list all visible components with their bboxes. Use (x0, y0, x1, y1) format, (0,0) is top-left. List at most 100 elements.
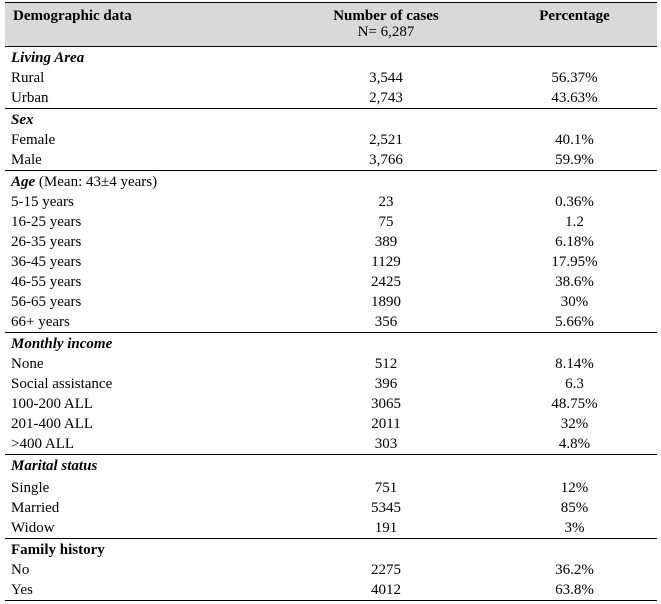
table-body: Living Area Rural 3,544 56.37% Urban 2,743 43.… (5, 46, 657, 601)
row-label: 26-35 years (11, 234, 82, 250)
row-percentage: 0.36% (555, 194, 594, 210)
table-row: 16-25 years 75 1.2 (5, 212, 657, 232)
table-row: 66+ years 356 5.66% (5, 312, 657, 333)
section-header-row: Sex (5, 108, 657, 130)
row-label: None (11, 356, 44, 372)
row-count: 5345 (371, 500, 401, 516)
table-row: >400 ALL 303 4.8% (5, 434, 657, 455)
row-count: 3,766 (369, 152, 403, 168)
table-row: None 512 8.14% (5, 354, 657, 374)
row-percentage: 48.75% (551, 396, 598, 412)
row-percentage: 59.9% (555, 152, 594, 168)
table-row: 100-200 ALL 3065 48.75% (5, 394, 657, 414)
row-percentage: 12% (560, 480, 589, 496)
table-row: Single 751 12% (5, 478, 657, 498)
row-percentage: 6.3 (565, 376, 584, 392)
header-sample-size: N= 6,287 (357, 24, 415, 40)
row-label: Single (11, 480, 50, 496)
section-header-row: Marital status (5, 454, 657, 478)
table-row: Widow 191 3% (5, 518, 657, 539)
row-label: Widow (11, 520, 55, 536)
row-count: 2,743 (369, 90, 403, 106)
row-percentage: 43.63% (551, 90, 598, 106)
section-title-text: Marital status (11, 458, 98, 474)
table-row: 5-15 years 23 0.36% (5, 192, 657, 212)
row-count: 2275 (371, 562, 401, 578)
section-header-row: Monthly income (5, 332, 657, 354)
row-label: 100-200 ALL (11, 396, 94, 412)
row-count: 356 (374, 314, 398, 330)
row-label: >400 ALL (11, 436, 75, 452)
section-title-text: Family history (11, 542, 105, 558)
row-label: No (11, 562, 30, 578)
table-row: 26-35 years 389 6.18% (5, 232, 657, 252)
section-title: Marital status (5, 454, 657, 478)
row-count: 75 (378, 214, 394, 230)
table-row: Rural 3,544 56.37% (5, 68, 657, 88)
table-row: 56-65 years 1890 30% (5, 292, 657, 312)
row-label: 46-55 years (11, 274, 82, 290)
row-percentage: 1.2 (565, 214, 584, 230)
row-percentage: 38.6% (555, 274, 594, 290)
header-demographic-data: Demographic data (5, 2, 280, 47)
section-title-text: Sex (11, 112, 34, 128)
row-percentage: 17.95% (551, 254, 598, 270)
table-row: 46-55 years 2425 38.6% (5, 272, 657, 292)
row-label: Rural (11, 70, 45, 86)
row-count: 4012 (280, 580, 492, 601)
row-label: 56-65 years (11, 294, 82, 310)
row-percentage: 32% (560, 416, 589, 432)
row-label: Female (11, 132, 56, 148)
row-label: Married (11, 500, 60, 516)
table-row: 36-45 years 1129 17.95% (5, 252, 657, 272)
table-row: 201-400 ALL 2011 32% (5, 414, 657, 434)
row-label: Male (11, 152, 42, 168)
row-count: 396 (374, 376, 398, 392)
table-row: No 2275 36.2% (5, 560, 657, 580)
row-count: 389 (374, 234, 398, 250)
demographic-table: Demographic data Number of cases N= 6,28… (5, 2, 657, 601)
table-row: Yes 4012 63.8% (5, 580, 657, 601)
section-title: Sex (5, 108, 657, 130)
row-percentage: 5.66% (555, 314, 594, 330)
header-percentage: Percentage (492, 2, 657, 47)
row-count: 1890 (371, 294, 401, 310)
section-title-text: Age (11, 174, 36, 190)
row-label: Urban (11, 90, 49, 106)
section-header-row: Family history (5, 538, 657, 560)
section-title: Living Area (5, 46, 657, 68)
table-row: Social assistance 396 6.3 (5, 374, 657, 394)
header-row: Demographic data Number of cases N= 6,28… (5, 2, 657, 47)
row-count: 1129 (371, 254, 401, 270)
row-count: 2011 (371, 416, 401, 432)
row-count: 23 (378, 194, 394, 210)
section-title-text: Monthly income (11, 336, 113, 352)
row-percentage: 6.18% (555, 234, 594, 250)
header-number-of-cases: Number of cases N= 6,287 (280, 2, 492, 47)
row-label: Social assistance (11, 376, 113, 392)
section-header-row: Age (Mean: 43±4 years) (5, 170, 657, 192)
row-count: 303 (374, 436, 398, 452)
section-title-text: Living Area (11, 50, 85, 66)
row-label: 16-25 years (11, 214, 82, 230)
row-percentage: 8.14% (555, 356, 594, 372)
row-percentage: 36.2% (555, 562, 594, 578)
section-note: (Mean: 43±4 years) (35, 174, 158, 190)
section-title: Family history (5, 538, 657, 560)
table-row: Married 5345 85% (5, 498, 657, 518)
row-label: Yes (5, 580, 280, 601)
row-count: 2425 (371, 274, 401, 290)
row-label: 36-45 years (11, 254, 82, 270)
section-header-row: Living Area (5, 46, 657, 68)
row-percentage: 56.37% (551, 70, 598, 86)
section-title: Monthly income (5, 332, 657, 354)
table-row: Female 2,521 40.1% (5, 130, 657, 150)
demographic-table-container: Demographic data Number of cases N= 6,28… (5, 2, 657, 601)
row-count: 512 (374, 356, 398, 372)
section-title: Age (Mean: 43±4 years) (5, 170, 657, 192)
table-row: Male 3,766 59.9% (5, 150, 657, 171)
row-count: 3065 (371, 396, 401, 412)
row-count: 191 (374, 520, 398, 536)
row-percentage: 40.1% (555, 132, 594, 148)
row-percentage: 63.8% (492, 580, 657, 601)
